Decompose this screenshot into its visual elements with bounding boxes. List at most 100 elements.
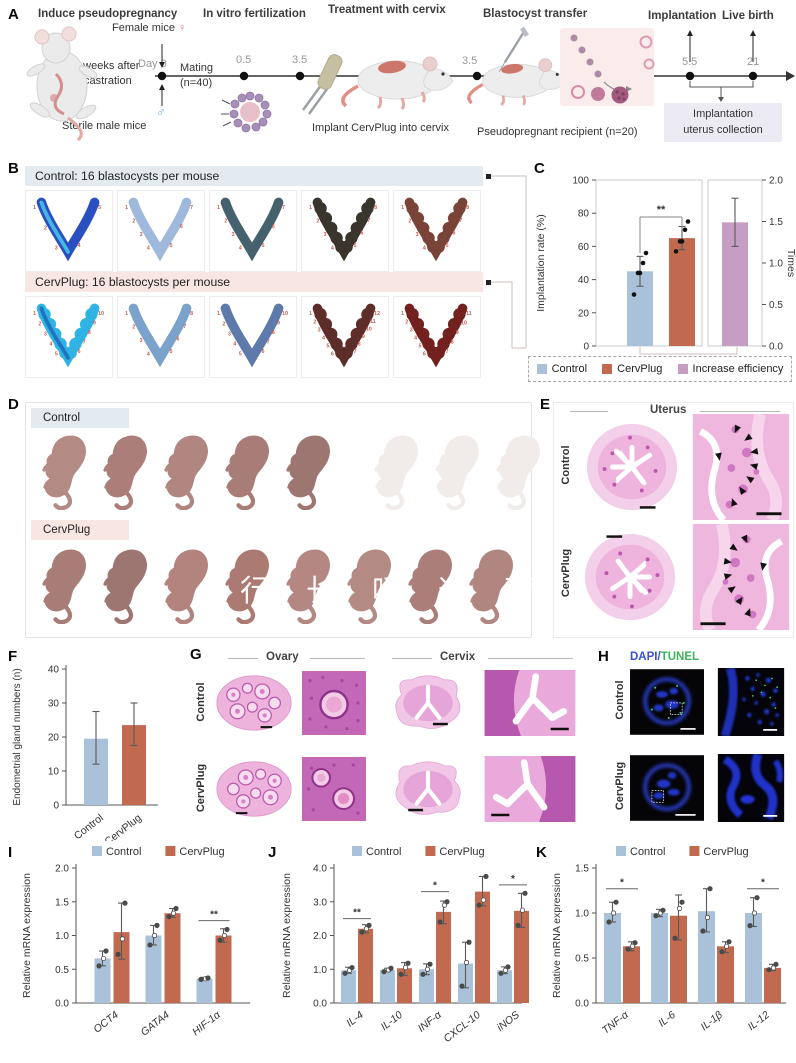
tunel-zoom-cervplug <box>712 754 790 822</box>
svg-text:1.0: 1.0 <box>575 909 589 920</box>
svg-text:0.0: 0.0 <box>55 999 69 1010</box>
svg-text:3: 3 <box>232 232 235 238</box>
svg-text:1: 1 <box>309 205 312 211</box>
svg-text:HIF-1α: HIF-1α <box>190 1008 224 1038</box>
svg-text:0: 0 <box>583 342 589 353</box>
svg-text:2: 2 <box>132 325 135 331</box>
svg-text:1: 1 <box>309 311 312 317</box>
svg-text:*: * <box>433 881 437 892</box>
svg-text:7: 7 <box>183 324 186 330</box>
pup-image <box>158 546 216 624</box>
svg-text:Implantation rate (%): Implantation rate (%) <box>535 214 547 311</box>
svg-text:100: 100 <box>572 176 589 187</box>
stage-induce-pseudopregnancy: Induce pseudopregnancy <box>38 8 178 20</box>
ovary-title: Ovary <box>266 651 299 663</box>
cervplug-icon <box>301 54 343 115</box>
ovary-whole-control <box>216 675 292 731</box>
svg-text:3.0: 3.0 <box>313 897 327 908</box>
svg-text:4: 4 <box>49 342 52 348</box>
mrna-chart-j: 0.0 1.0 2.0 3.0 4.0 Relative mRNA expression *… <box>281 846 529 1045</box>
svg-text:iNOS: iNOS <box>495 1009 522 1034</box>
svg-text:8: 8 <box>374 205 377 211</box>
endometrial-gland-chart: 0 10 20 30 40 Endometrial gland numbers (n) Co… <box>12 665 158 841</box>
svg-text:2: 2 <box>316 219 319 225</box>
svg-text:2: 2 <box>408 219 411 225</box>
pup-image <box>280 432 338 510</box>
panel-k-label: K <box>536 844 547 861</box>
svg-text:IL-10: IL-10 <box>379 1009 405 1033</box>
svg-text:4: 4 <box>78 243 81 249</box>
svg-text:2: 2 <box>39 321 42 327</box>
e-row-control-label: Control <box>560 445 572 485</box>
ovary-zoom-cervplug <box>302 756 366 822</box>
svg-text:CXCL-10: CXCL-10 <box>441 1009 483 1045</box>
uterus-image-cell: 1 2 3 4 5 6 7 <box>209 190 297 272</box>
uterus-photo: 1 2 3 4 56 7 8 <box>125 303 193 368</box>
female-symbol-icon: ♀ <box>178 22 187 34</box>
svg-text:5: 5 <box>327 344 330 350</box>
svg-text:0.5: 0.5 <box>55 965 69 976</box>
panel-d-label: D <box>8 396 19 413</box>
stage-implantation: Implantation <box>648 10 717 22</box>
mrna-chart-i: 0.0 0.5 1.0 1.5 2.0 Relative mRNA expression *… <box>21 846 250 1039</box>
svg-text:3: 3 <box>228 331 231 337</box>
e-row-cervplug-label: CervPlug <box>560 548 572 598</box>
svg-text:0.0: 0.0 <box>769 342 783 353</box>
svg-text:3: 3 <box>140 232 143 238</box>
svg-text:10: 10 <box>48 767 60 778</box>
treated-mouse-icon <box>341 56 454 111</box>
svg-text:4: 4 <box>331 246 334 252</box>
svg-text:2: 2 <box>224 219 227 225</box>
svg-text:6: 6 <box>78 349 81 355</box>
embryo-icon <box>221 91 272 133</box>
svg-text:5: 5 <box>170 349 173 355</box>
panel-i-label: I <box>8 844 13 861</box>
svg-text:1: 1 <box>401 205 404 211</box>
panel-j-label: J <box>268 844 277 861</box>
male-symbol-icon: ♂ <box>156 104 166 119</box>
svg-text:1: 1 <box>125 311 128 317</box>
svg-text:**: ** <box>657 204 666 216</box>
svg-text:Control: Control <box>106 846 141 858</box>
panel-g-label: G <box>190 646 202 663</box>
control-group-header: Control: 16 blastocysts per mouse <box>25 166 483 186</box>
g-row-control-label: Control <box>195 682 207 722</box>
uterus-inset-control <box>692 414 790 520</box>
svg-text:Relative mRNA expression: Relative mRNA expression <box>551 873 563 998</box>
supine-mouse-icon <box>26 26 98 142</box>
svg-text:*: * <box>620 878 624 889</box>
svg-text:Relative mRNA expression: Relative mRNA expression <box>281 873 293 998</box>
svg-text:3: 3 <box>44 331 47 337</box>
svg-text:0.0: 0.0 <box>313 999 327 1010</box>
svg-text:7: 7 <box>282 205 285 211</box>
svg-text:7: 7 <box>446 349 449 355</box>
mating-n: (n=40) <box>180 77 213 89</box>
g-row-cervplug-label: CervPlug <box>195 763 207 813</box>
svg-text:5: 5 <box>170 243 173 249</box>
svg-text:CervPlug: CervPlug <box>439 846 484 858</box>
svg-text:2: 2 <box>313 319 316 325</box>
uterus-section-cervplug <box>578 528 682 626</box>
cervix-whole-cervplug <box>386 756 470 822</box>
svg-text:5: 5 <box>98 205 101 211</box>
h-row-control-label: Control <box>614 680 626 720</box>
svg-text:2: 2 <box>405 319 408 325</box>
svg-text:20: 20 <box>578 308 590 319</box>
cervix-whole-control <box>386 670 470 736</box>
stage-live-birth: Live birth <box>722 10 774 22</box>
svg-text:8: 8 <box>358 342 361 348</box>
svg-text:1.5: 1.5 <box>769 217 783 228</box>
svg-text:6: 6 <box>361 231 364 237</box>
pup-image <box>36 432 94 510</box>
panel-h-label: H <box>598 648 609 665</box>
svg-text:*: * <box>761 878 765 889</box>
svg-text:0.0: 0.0 <box>575 999 589 1010</box>
svg-text:1: 1 <box>33 205 36 211</box>
svg-text:8: 8 <box>88 330 91 336</box>
svg-text:30: 30 <box>48 699 60 710</box>
